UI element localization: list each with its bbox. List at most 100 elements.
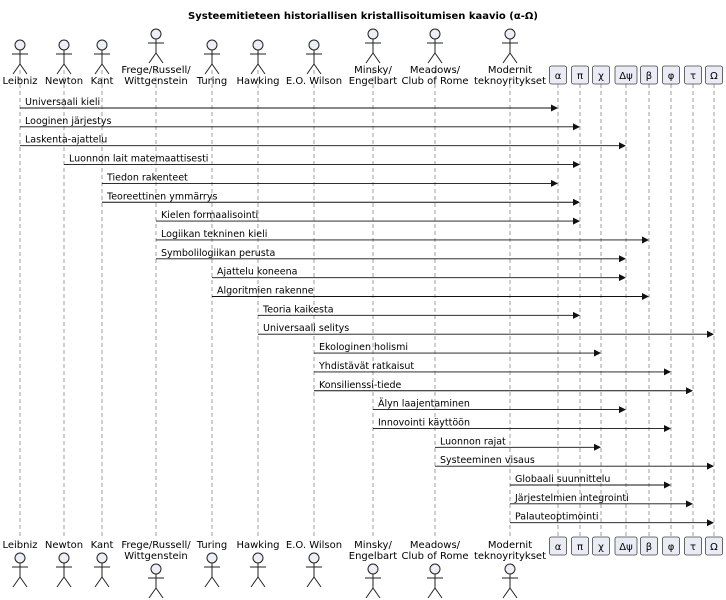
- participant-label: π: [577, 542, 583, 553]
- arrowhead-icon: [686, 500, 693, 508]
- participant-label: Ω: [710, 71, 718, 82]
- participant-label: φ: [668, 71, 675, 82]
- actor-figure-icon: [306, 39, 322, 75]
- message-10: Ajattelu koneena: [212, 267, 626, 282]
- actor-leibniz-bottom: Leibniz: [2, 540, 38, 588]
- actor-figure-icon: [12, 39, 28, 75]
- actor-label: Turing: [196, 76, 228, 87]
- actor-figure-icon: [427, 563, 443, 599]
- actor-figure-icon: [427, 28, 443, 64]
- message-label: Ajattelu koneena: [217, 267, 297, 278]
- arrowhead-icon: [573, 123, 580, 131]
- actor-label: Leibniz: [2, 540, 37, 551]
- message-12: Teoria kaikesta: [258, 304, 580, 319]
- message-4: Luonnon lait matemaattisesti: [64, 154, 580, 169]
- actor-figure-icon: [94, 552, 110, 588]
- participant-chi-bottom: χ: [592, 536, 610, 556]
- participant-label: Δψ: [619, 542, 633, 553]
- participant-phi-bottom: φ: [662, 536, 680, 556]
- actor-meadows-bottom: Meadows/Club of Rome: [402, 540, 469, 599]
- message-label: Kielen formaalisointi: [161, 210, 258, 221]
- actor-minsky-bottom: Minsky/Engelbart: [349, 540, 397, 599]
- actor-wilson-top: E.O. Wilson: [286, 39, 342, 87]
- arrowhead-icon: [664, 424, 671, 432]
- actor-label: Club of Rome: [402, 551, 469, 562]
- arrowhead-icon: [664, 481, 671, 489]
- actor-label: Modernit: [488, 65, 532, 76]
- actor-label: Newton: [45, 76, 83, 87]
- actor-frege-top: Frege/Russell/Wittgenstein: [121, 28, 191, 87]
- actor-figure-icon: [306, 552, 322, 588]
- actor-turing-top: Turing: [196, 39, 228, 87]
- message-2: Looginen järjestys: [20, 116, 580, 131]
- actor-label: Minsky/: [354, 65, 392, 76]
- message-label: Palauteoptimointi: [515, 512, 598, 523]
- arrowhead-icon: [642, 236, 649, 244]
- participant-alpha-top: α: [549, 65, 567, 85]
- actor-meadows-top: Meadows/Club of Rome: [402, 28, 469, 87]
- actor-label: Wittgenstein: [124, 76, 188, 87]
- message-3: Laskenta-ajattelu: [20, 135, 626, 150]
- actor-label: Minsky/: [354, 540, 392, 551]
- message-20: Systeeminen visaus: [435, 455, 714, 470]
- message-label: Järjestelmien integrointi: [514, 493, 629, 504]
- actor-label: Club of Rome: [402, 76, 469, 87]
- message-14: Ekologinen holismi: [314, 342, 601, 357]
- message-19: Luonnon rajat: [435, 436, 601, 451]
- actor-label: teknoyritykset: [474, 551, 546, 562]
- actor-figure-icon: [56, 39, 72, 75]
- participant-label: τ: [690, 542, 696, 553]
- message-label: Luonnon rajat: [440, 436, 506, 447]
- participant-tau-bottom: τ: [684, 536, 702, 556]
- participant-label: Ω: [710, 542, 718, 553]
- message-label: Teoria kaikesta: [262, 304, 334, 315]
- participant-omega-top: Ω: [705, 65, 723, 85]
- message-label: Logiikan tekninen kieli: [161, 229, 267, 240]
- message-5: Tiedon rakenteet: [102, 172, 558, 187]
- arrowhead-icon: [594, 349, 601, 357]
- actor-minsky-top: Minsky/Engelbart: [349, 28, 397, 87]
- participant-pi-bottom: π: [571, 536, 589, 556]
- participant-label: α: [555, 542, 562, 553]
- message-label: Älyn laajentaminen: [378, 399, 470, 410]
- actor-label: Newton: [45, 540, 83, 551]
- arrowhead-icon: [686, 387, 693, 395]
- message-9: Symbolilogiikan perusta: [156, 248, 626, 263]
- actor-figure-icon: [94, 39, 110, 75]
- message-22: Järjestelmien integrointi: [510, 493, 693, 508]
- message-label: Ekologinen holismi: [319, 342, 408, 353]
- arrowhead-icon: [619, 255, 626, 263]
- participant-label: χ: [598, 542, 604, 553]
- message-label: Universaali selitys: [263, 323, 349, 334]
- message-21: Globaali suunnittelu: [510, 474, 671, 489]
- arrowhead-icon: [707, 462, 714, 470]
- message-label: Systeeminen visaus: [440, 455, 535, 466]
- actor-figure-icon: [502, 563, 518, 599]
- participant-phi-top: φ: [662, 65, 680, 85]
- message-label: Globaali suunnittelu: [515, 474, 610, 485]
- actor-figure-icon: [250, 39, 266, 75]
- participant-beta-bottom: β: [640, 536, 658, 556]
- participant-dpsi-bottom: Δψ: [614, 536, 638, 556]
- message-label: Looginen järjestys: [25, 116, 111, 127]
- actor-hawking-bottom: Hawking: [236, 540, 280, 588]
- message-1: Universaali kieli: [20, 97, 558, 112]
- actor-label: E.O. Wilson: [286, 540, 342, 551]
- message-label: Konsilienssi-tiede: [319, 380, 402, 391]
- actor-figure-icon: [204, 39, 220, 75]
- message-label: Laskenta-ajattelu: [25, 135, 107, 146]
- message-8: Logiikan tekninen kieli: [156, 229, 649, 244]
- diagram-title: Systeemitieteen historiallisen kristalli…: [188, 11, 538, 22]
- actor-frege-bottom: Frege/Russell/Wittgenstein: [121, 540, 191, 599]
- message-18: Innovointi käyttöön: [373, 417, 671, 432]
- actor-label: teknoyritykset: [474, 76, 546, 87]
- participant-label: τ: [690, 71, 696, 82]
- actor-label: Hawking: [236, 76, 279, 87]
- message-label: Innovointi käyttöön: [378, 417, 470, 428]
- actor-label: Turing: [196, 540, 228, 551]
- actor-label: Frege/Russell/: [121, 65, 191, 76]
- arrowhead-icon: [619, 406, 626, 414]
